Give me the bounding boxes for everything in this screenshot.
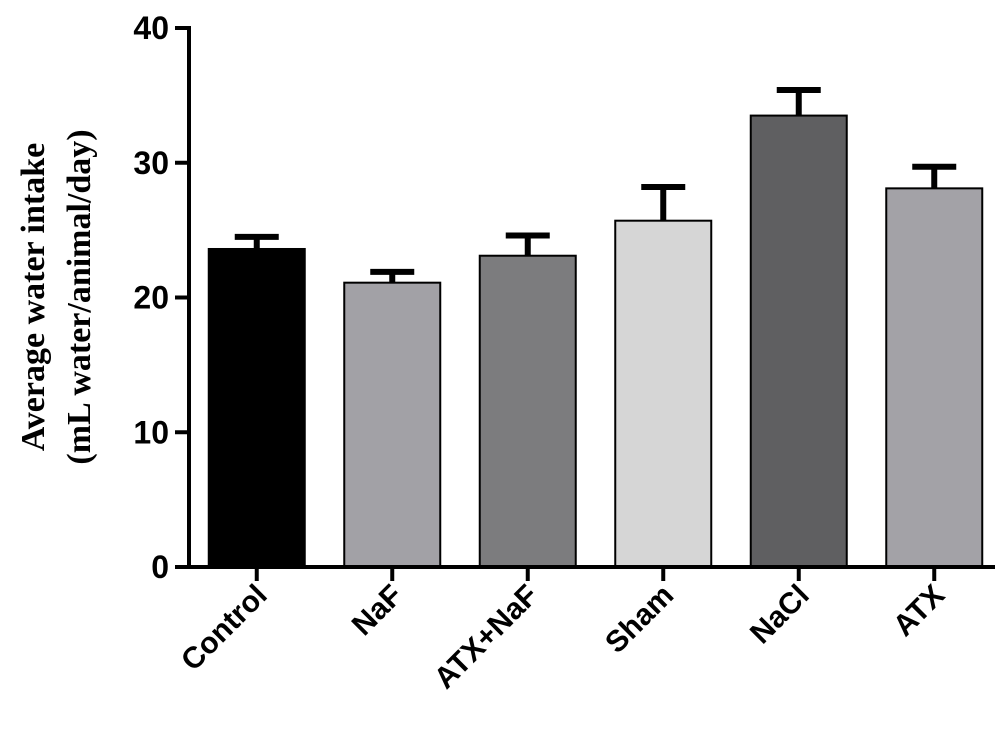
y-tick-label: 0 bbox=[151, 549, 169, 585]
bar-sham bbox=[614, 219, 713, 568]
y-axis: 0 10 20 30 40 bbox=[133, 10, 191, 585]
bars bbox=[207, 86, 984, 569]
y-tick-label: 30 bbox=[133, 145, 169, 181]
x-axis: Control NaF ATX+NaF Sham NaCl ATX bbox=[175, 565, 995, 696]
x-category-label: Sham bbox=[599, 579, 680, 660]
bar-control bbox=[207, 247, 306, 569]
y-tick-label: 10 bbox=[133, 414, 169, 450]
x-category-label: ATX+NaF bbox=[428, 579, 545, 696]
x-category-label: NaCl bbox=[744, 579, 816, 651]
y-tick-label: 40 bbox=[133, 10, 169, 46]
y-tick-label: 20 bbox=[133, 280, 169, 316]
x-category-label: NaF bbox=[346, 579, 409, 642]
y-axis-title-line-1: Average water intake bbox=[15, 143, 52, 451]
bar-atx-naf bbox=[478, 254, 577, 568]
bar-nacl bbox=[749, 114, 848, 569]
bar-atx bbox=[885, 187, 984, 568]
bar-naf bbox=[343, 281, 442, 568]
x-category-label: ATX bbox=[887, 579, 951, 643]
x-category-label: Control bbox=[175, 579, 274, 678]
y-axis-title-line-2: (mL water/animal/day) bbox=[61, 129, 98, 464]
